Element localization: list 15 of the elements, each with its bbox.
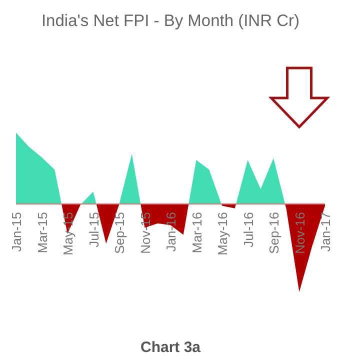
x-tick-label: Jan-17 <box>318 212 333 252</box>
x-tick-label: Jan-15 <box>9 212 24 252</box>
x-tick-label: May-15 <box>60 212 76 256</box>
x-tick-label: Jul-15 <box>86 212 102 248</box>
x-tick-label: Jul-16 <box>240 212 256 248</box>
x-tick-label: May-16 <box>215 212 230 256</box>
x-tick-label: Sep-16 <box>266 212 282 254</box>
chart-title: India's Net FPI - By Month (INR Cr) <box>41 12 300 30</box>
x-tick-label: Nov-16 <box>292 212 308 254</box>
x-tick-label: Mar-16 <box>189 212 204 254</box>
x-tick-label: Mar-15 <box>34 212 50 254</box>
caption: Chart 3a <box>140 339 202 356</box>
x-tick-label: Nov-15 <box>138 212 153 254</box>
x-tick-label: Sep-15 <box>112 212 127 254</box>
x-tick-label: Jan-16 <box>164 212 178 252</box>
